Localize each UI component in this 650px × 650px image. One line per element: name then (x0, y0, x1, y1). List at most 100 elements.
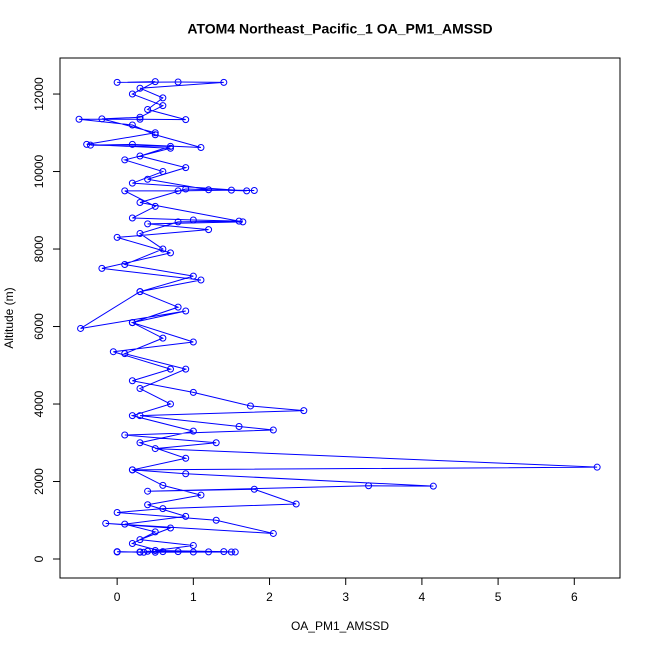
data-point (144, 220, 152, 228)
data-point (197, 144, 205, 152)
data-point (128, 412, 136, 420)
data-point (144, 106, 152, 114)
data-point (128, 319, 136, 327)
data-point (189, 272, 197, 280)
data-point (197, 491, 205, 499)
data-point (121, 431, 129, 439)
data-point (151, 78, 159, 86)
data-point (166, 365, 174, 373)
data-point (151, 202, 159, 210)
x-tick-label: 6 (571, 590, 578, 604)
data-point (189, 548, 197, 556)
data-point (205, 226, 213, 234)
data-point (174, 303, 182, 311)
data-point (159, 94, 167, 102)
data-point (212, 516, 220, 524)
data-point (121, 520, 129, 528)
data-point (109, 348, 117, 356)
data-point (151, 445, 159, 453)
data-point (113, 509, 121, 517)
data-point (144, 175, 152, 183)
data-point (300, 407, 308, 415)
data-point (227, 186, 235, 194)
y-tick-label: 8000 (32, 235, 46, 262)
data-point (227, 548, 235, 556)
y-tick-label: 0 (32, 555, 46, 562)
data-point (231, 548, 239, 556)
data-point (128, 179, 136, 187)
data-point (121, 187, 129, 195)
data-point (182, 164, 190, 172)
data-point (159, 548, 167, 556)
data-point (136, 115, 144, 123)
data-point (136, 536, 144, 544)
data-point (189, 541, 197, 549)
x-tick-label: 1 (190, 590, 197, 604)
data-point (113, 548, 121, 556)
data-point (151, 546, 159, 554)
data-point (121, 350, 129, 358)
data-point (128, 377, 136, 385)
data-point (77, 324, 85, 332)
data-point (75, 115, 83, 123)
data-point (182, 185, 190, 193)
data-point (136, 385, 144, 393)
data-point (429, 482, 437, 490)
data-point (102, 519, 110, 527)
data-point (269, 529, 277, 537)
x-tick-label: 3 (342, 590, 349, 604)
data-point (205, 548, 213, 556)
data-point (136, 230, 144, 238)
data-point (83, 140, 91, 148)
data-point (121, 156, 129, 164)
data-point (220, 548, 228, 556)
data-point (197, 276, 205, 284)
data-point (144, 487, 152, 495)
chart-title: ATOM4 Northeast_Pacific_1 OA_PM1_AMSSD (187, 21, 492, 37)
data-point (159, 481, 167, 489)
data-point (174, 218, 182, 226)
data-point (151, 131, 159, 139)
data-point (166, 524, 174, 532)
data-point (113, 78, 121, 86)
x-tick-label: 0 (114, 590, 121, 604)
data-point (144, 501, 152, 509)
data-point (220, 78, 228, 86)
data-point (136, 288, 144, 296)
data-point (189, 427, 197, 435)
data-point (235, 217, 243, 225)
x-axis-label: OA_PM1_AMSSD (291, 619, 389, 633)
data-point (113, 233, 121, 241)
data-point (593, 463, 601, 471)
data-point (136, 152, 144, 160)
data-point (128, 90, 136, 98)
data-point (86, 141, 94, 149)
data-point (166, 144, 174, 152)
y-tick-label: 6000 (32, 313, 46, 340)
data-point (159, 168, 167, 176)
data-point (174, 187, 182, 195)
data-point (136, 199, 144, 207)
data-point (159, 505, 167, 513)
plot-frame (59, 57, 621, 579)
data-point (250, 485, 258, 493)
data-point (292, 500, 300, 508)
data-point (166, 249, 174, 257)
data-point (174, 548, 182, 556)
data-point (182, 116, 190, 124)
data-point (182, 365, 190, 373)
x-tick-label: 4 (419, 590, 426, 604)
y-tick-label: 12000 (32, 77, 46, 111)
data-point (128, 140, 136, 148)
x-tick-label: 5 (495, 590, 502, 604)
data-point (212, 439, 220, 447)
data-point (182, 454, 190, 462)
data-point (136, 412, 144, 420)
data-point (128, 121, 136, 129)
data-point (121, 261, 129, 269)
data-point (136, 113, 144, 121)
data-point (128, 540, 136, 548)
data-point (243, 187, 251, 195)
